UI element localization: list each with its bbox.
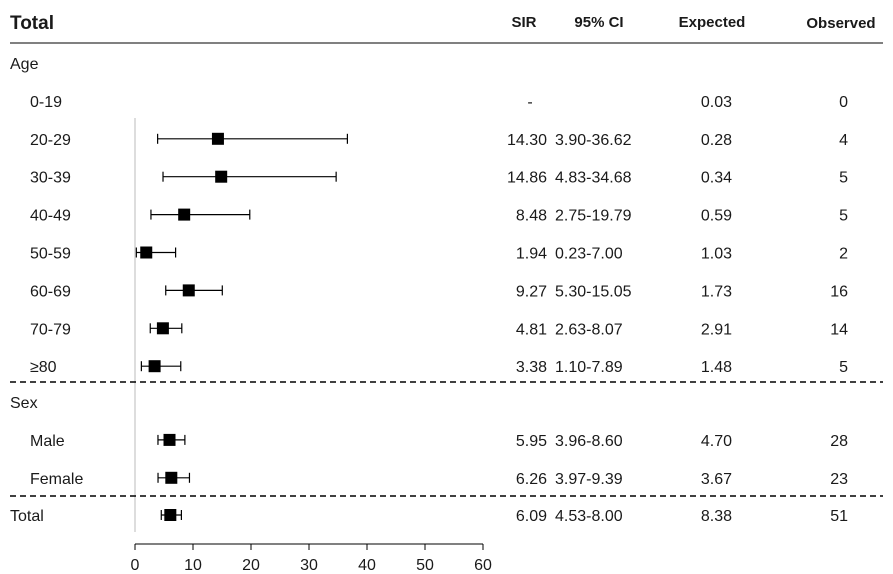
row-age-0-expected: 0.03	[701, 94, 732, 111]
row-age-5-sir: 9.27	[516, 283, 547, 300]
row-age-7-expected: 1.48	[701, 359, 732, 376]
row-age-6-expected: 2.91	[701, 321, 732, 338]
row-age-4-ci: 0.23-7.00	[555, 246, 623, 263]
row-age-2-observed: 5	[839, 170, 848, 187]
row-age-2-ci: 4.83-34.68	[555, 170, 632, 187]
row-age-2-sir: 14.86	[507, 170, 547, 187]
row-age-5-observed: 16	[830, 283, 848, 300]
row-age-1-sir: 14.30	[507, 132, 547, 149]
row-sex-1-observed: 23	[830, 471, 848, 488]
row-age-0-sir: -	[527, 94, 532, 111]
row-age-5-expected: 1.73	[701, 283, 732, 300]
x-axis-ticks: 0 10 20 30 40 50 60	[131, 544, 492, 574]
row-age-1-label: 20-29	[30, 132, 71, 149]
row-age-2-label: 30-39	[30, 170, 71, 187]
row-age-6-sir: 4.81	[516, 321, 547, 338]
row-age-4-observed: 2	[839, 246, 848, 263]
row-age-7-label: ≥80	[30, 359, 57, 376]
row-age-4-expected: 1.03	[701, 246, 732, 263]
x-tick-label-50: 50	[416, 557, 434, 574]
group-label-sex: Sex	[10, 395, 38, 412]
row-sex-1-sir: 6.26	[516, 471, 547, 488]
row-age-2-expected: 0.34	[701, 170, 732, 187]
table-title: Total	[10, 13, 54, 34]
row-sex-1-point-estimate	[165, 471, 178, 484]
x-tick-label-60: 60	[474, 557, 492, 574]
row-age-0-label: 0-19	[30, 94, 62, 111]
column-header-sir: SIR	[511, 14, 536, 31]
row-sex-0-expected: 4.70	[701, 433, 732, 450]
row-age-7-point-estimate	[148, 360, 161, 373]
row-sex-0-ci: 3.96-8.60	[555, 433, 623, 450]
row-age-3-sir: 8.48	[516, 208, 547, 225]
x-tick-label-10: 10	[184, 557, 202, 574]
row-sex-0-point-estimate	[163, 433, 176, 446]
row-age-3-expected: 0.59	[701, 208, 732, 225]
row-age-0-observed: 0	[839, 94, 848, 111]
row-age-3-observed: 5	[839, 208, 848, 225]
row-sex-1-ci: 3.97-9.39	[555, 471, 623, 488]
column-header-observed: Observed	[806, 15, 875, 32]
row-age-6-ci: 2.63-8.07	[555, 321, 623, 338]
row-sex-0-label: Male	[30, 433, 65, 450]
row-age-3-ci: 2.75-19.79	[555, 208, 632, 225]
row-age-4-sir: 1.94	[516, 246, 547, 263]
row-age-4-point-estimate	[140, 246, 153, 259]
x-tick-label-40: 40	[358, 557, 376, 574]
forest-rows: Age 0-19 - 0.03 0 20-29 14.30 3.90-36.62 0.28 4 30…	[10, 56, 848, 525]
row-age-5-ci: 5.30-15.05	[555, 283, 632, 300]
row-age-1-ci: 3.90-36.62	[555, 132, 632, 149]
row-sex-1-label: Female	[30, 471, 83, 488]
group-label-age: Age	[10, 56, 39, 73]
x-tick-label-30: 30	[300, 557, 318, 574]
column-header-ci: 95% CI	[574, 14, 623, 31]
row-total-point-estimate	[164, 509, 177, 521]
x-tick-label-0: 0	[131, 557, 140, 574]
row-sex-1-expected: 3.67	[701, 471, 732, 488]
row-age-7-observed: 5	[839, 359, 848, 376]
row-age-1-observed: 4	[839, 132, 848, 149]
row-age-5-label: 60-69	[30, 283, 71, 300]
row-age-5-point-estimate	[182, 284, 195, 297]
x-tick-label-20: 20	[242, 557, 260, 574]
row-age-4-label: 50-59	[30, 246, 71, 263]
row-age-2-point-estimate	[215, 170, 228, 183]
row-total-expected: 8.38	[701, 508, 732, 525]
row-age-3-point-estimate	[178, 208, 191, 221]
row-age-7-ci: 1.10-7.89	[555, 359, 623, 376]
row-sex-0-sir: 5.95	[516, 433, 547, 450]
row-age-1-expected: 0.28	[701, 132, 732, 149]
row-age-6-point-estimate	[156, 322, 169, 335]
row-age-7-sir: 3.38	[516, 359, 547, 376]
row-total-sir: 6.09	[516, 508, 547, 525]
row-sex-0-observed: 28	[830, 433, 848, 450]
column-header-expected: Expected	[679, 14, 746, 31]
row-age-3-label: 40-49	[30, 208, 71, 225]
row-total-ci: 4.53-8.00	[555, 508, 623, 525]
row-total-observed: 51	[830, 508, 848, 525]
row-age-6-observed: 14	[830, 321, 848, 338]
row-age-6-label: 70-79	[30, 321, 71, 338]
row-total-label: Total	[10, 508, 44, 525]
row-age-1-point-estimate	[211, 132, 224, 145]
